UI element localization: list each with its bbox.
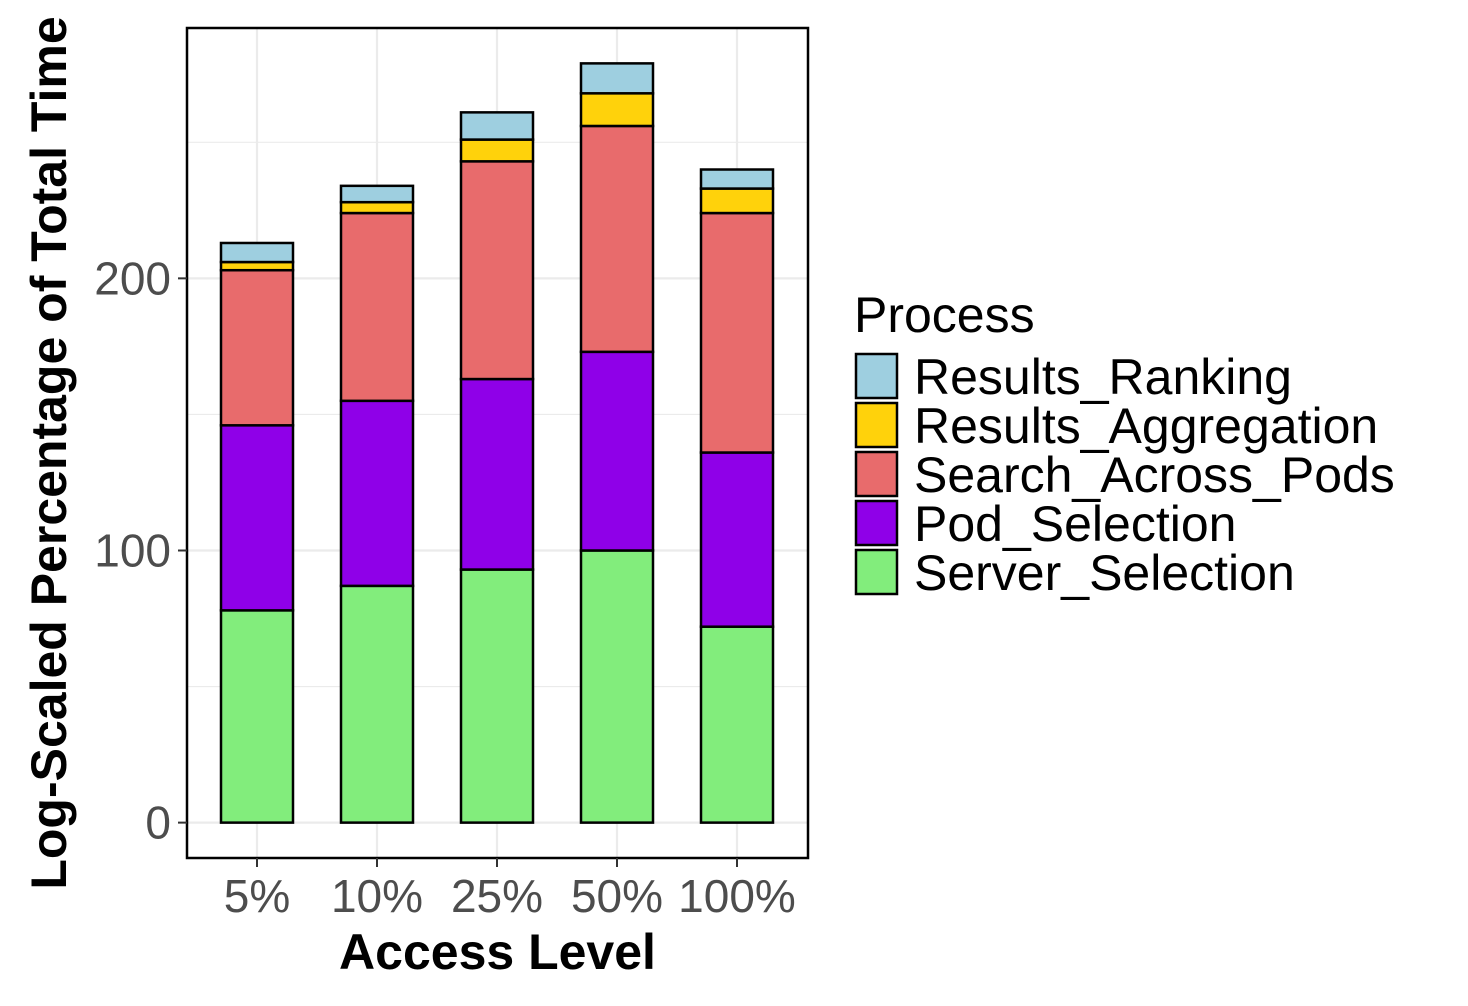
legend-swatch-results-aggregation <box>854 401 899 449</box>
bar-segment-search-across-pods <box>339 211 415 403</box>
bar-segment-results-aggregation <box>459 138 535 163</box>
bar-segment-pod-selection <box>699 451 775 628</box>
x-tick-label: 5% <box>224 870 290 922</box>
bar-segment-results-ranking <box>459 111 535 141</box>
x-tick-label: 50% <box>571 870 663 922</box>
legend-label-server-selection: Server_Selection <box>914 545 1295 601</box>
legend-swatch-results-ranking <box>854 352 899 400</box>
bar-segment-results-aggregation <box>579 92 655 128</box>
legend-swatch-server-selection <box>854 548 899 596</box>
y-tick-label: 200 <box>94 252 171 304</box>
legend-label-search-across-pods: Search_Across_Pods <box>914 447 1395 503</box>
bar-segment-pod-selection <box>219 424 295 612</box>
legend-swatch-pod-selection <box>854 499 899 547</box>
y-axis-ticks: 0 100 200 <box>94 252 187 849</box>
bar-segment-search-across-pods <box>579 124 655 354</box>
x-tick-label: 100% <box>678 870 796 922</box>
bar-segment-results-aggregation <box>699 187 775 215</box>
bar-segment-pod-selection <box>459 377 535 571</box>
bar-segment-server-selection <box>219 609 295 824</box>
legend-label-results-ranking: Results_Ranking <box>914 349 1292 405</box>
x-tick-label: 25% <box>451 870 543 922</box>
bar-segment-server-selection <box>579 549 655 824</box>
bar-segment-results-ranking <box>699 168 775 190</box>
bar-segment-server-selection <box>459 568 535 824</box>
bar-segment-search-across-pods <box>219 268 295 427</box>
y-axis-title: Log-Scaled Percentage of Total Time <box>21 16 77 889</box>
y-tick-label: 100 <box>94 524 171 576</box>
legend: Process Results_RankingResults_Aggregati… <box>854 287 1395 601</box>
x-tick-label: 10% <box>331 870 423 922</box>
bar-segment-results-ranking <box>579 62 655 95</box>
bar-segment-search-across-pods <box>459 160 535 381</box>
x-axis-ticks: 5% 10% 25% 50% 100% <box>224 858 796 922</box>
bar-segment-pod-selection <box>579 350 655 552</box>
legend-items: Results_RankingResults_AggregationSearch… <box>854 349 1395 601</box>
bar-segment-server-selection <box>699 625 775 824</box>
bar-segment-results-ranking <box>339 184 415 204</box>
x-axis-title: Access Level <box>339 924 656 980</box>
bar-segment-server-selection <box>339 584 415 824</box>
bar-segment-pod-selection <box>339 399 415 588</box>
y-tick-label: 0 <box>145 797 171 849</box>
legend-title: Process <box>854 287 1035 343</box>
bar-segment-results-aggregation <box>339 200 415 215</box>
legend-label-pod-selection: Pod_Selection <box>914 496 1236 552</box>
bar-segment-results-ranking <box>219 241 295 264</box>
legend-swatch-search-across-pods <box>854 450 899 498</box>
bars <box>219 62 775 824</box>
bar-segment-search-across-pods <box>699 211 775 454</box>
legend-label-results-aggregation: Results_Aggregation <box>914 398 1378 454</box>
